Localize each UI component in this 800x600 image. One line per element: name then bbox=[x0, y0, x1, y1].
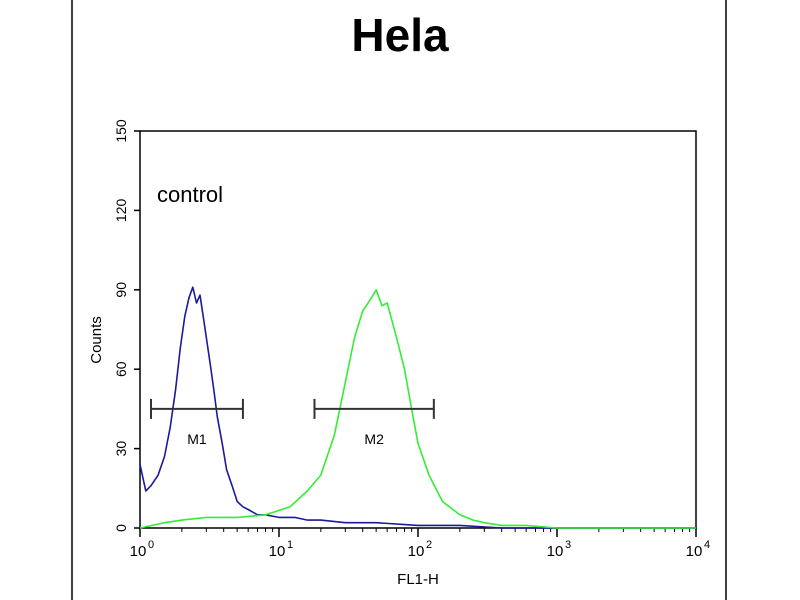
annotation-label: control bbox=[157, 182, 223, 207]
plot-area bbox=[139, 130, 697, 529]
x-tick-label: 10 bbox=[408, 543, 425, 560]
y-axis-label: Counts bbox=[88, 316, 105, 364]
y-tick-label: 60 bbox=[113, 361, 129, 377]
x-axis-label: FL1-H bbox=[397, 571, 439, 588]
marker-label: M2 bbox=[364, 431, 384, 447]
x-tick-label: 10 bbox=[130, 543, 147, 560]
series-layer bbox=[139, 286, 696, 529]
marker-label: M1 bbox=[187, 431, 207, 447]
y-tick-label: 30 bbox=[113, 441, 129, 457]
y-tick-label: 120 bbox=[113, 199, 129, 223]
x-tick-label: 10 bbox=[269, 543, 286, 560]
x-tick-exponent: 1 bbox=[287, 539, 293, 551]
y-axis: 0 30 60 90 120 150 bbox=[113, 119, 140, 532]
x-tick-exponent: 0 bbox=[148, 539, 154, 551]
x-tick-exponent: 4 bbox=[704, 539, 710, 551]
marker-layer: M1 M2 bbox=[150, 398, 435, 447]
x-tick-label: 10 bbox=[686, 543, 703, 560]
x-axis: 10 0 10 1 10 2 10 3 10 4 bbox=[130, 528, 710, 560]
x-tick-exponent: 3 bbox=[565, 539, 571, 551]
series-line-sample bbox=[139, 288, 696, 529]
x-tick-label: 10 bbox=[547, 543, 564, 560]
series-line-control bbox=[139, 286, 696, 529]
y-tick-label: 0 bbox=[113, 524, 129, 532]
chart-title: Hela bbox=[351, 9, 449, 61]
y-tick-label: 90 bbox=[113, 282, 129, 298]
x-tick-exponent: 2 bbox=[426, 539, 432, 551]
y-tick-label: 150 bbox=[113, 119, 129, 143]
